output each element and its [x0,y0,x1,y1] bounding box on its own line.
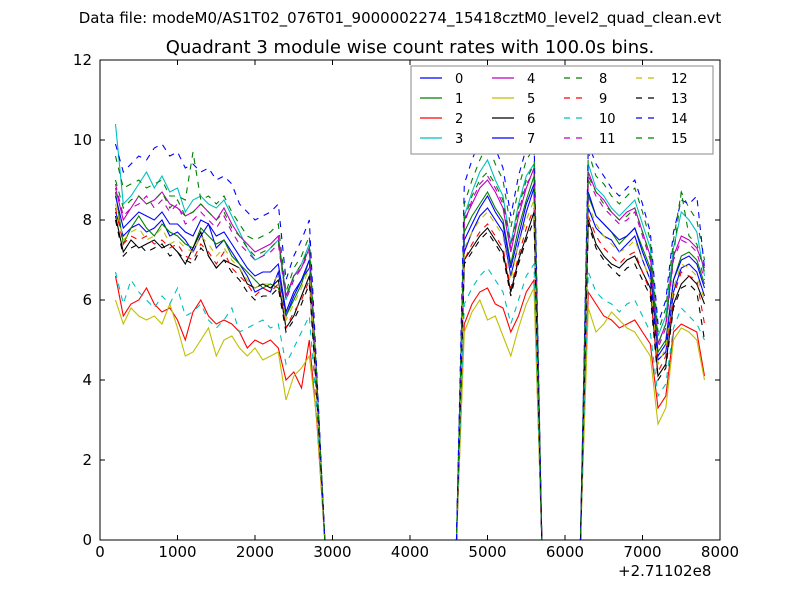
legend-box [410,65,714,155]
series-line-1 [114,175,706,540]
legend-label-2: 2 [455,112,463,127]
y-tick-label-6: 6 [82,291,92,309]
y-tick-label-0: 0 [82,531,92,549]
y-tick-label-2: 2 [82,451,92,469]
legend-label-7: 7 [527,132,535,147]
x-tick-label-6000: 6000 [546,543,584,561]
x-tick-label-1000: 1000 [158,543,196,561]
legend-label-6: 6 [527,112,535,127]
data-file-suptitle: Data file: modeM0/AS1T02_076T01_90000022… [78,9,722,27]
legend-label-0: 0 [455,72,463,87]
x-tick-label-8000: 8000 [701,543,739,561]
y-tick-label-4: 4 [82,371,92,389]
series-line-5 [114,287,706,540]
series-line-7 [114,183,706,540]
legend-label-8: 8 [599,72,607,87]
x-tick-label-5000: 5000 [468,543,506,561]
legend-label-11: 11 [599,132,616,147]
series-line-2 [114,275,706,540]
series-line-4 [114,167,706,540]
series-line-6 [114,211,706,540]
series-line-12 [114,199,706,540]
series-line-0 [114,187,706,540]
legend-label-13: 13 [671,92,688,107]
x-tick-label-7000: 7000 [623,543,661,561]
y-tick-label-12: 12 [73,51,92,69]
x-tick-label-0: 0 [95,543,105,561]
legend-label-10: 10 [599,112,616,127]
series-line-14 [114,126,706,540]
x-tick-label-2000: 2000 [236,543,274,561]
legend-label-3: 3 [455,132,463,147]
x-tick-label-4000: 4000 [391,543,429,561]
legend-label-4: 4 [527,72,535,87]
legend-label-12: 12 [671,72,688,87]
y-tick-label-8: 8 [82,211,92,229]
legend-label-5: 5 [527,92,535,107]
series-line-13 [114,219,706,540]
chart-title: Quadrant 3 module wise count rates with … [165,37,655,58]
legend-label-14: 14 [671,112,688,127]
legend-label-15: 15 [671,132,688,147]
series-line-3 [114,123,706,540]
legend-label-9: 9 [599,92,607,107]
series-line-8 [114,142,706,540]
x-axis-offset-label: +2.71102e8 [618,562,712,580]
y-tick-label-10: 10 [73,131,92,149]
x-tick-label-3000: 3000 [313,543,351,561]
legend-label-1: 1 [455,92,463,107]
series-line-9 [114,207,706,540]
series-line-11 [114,170,706,540]
series-group [114,123,706,540]
